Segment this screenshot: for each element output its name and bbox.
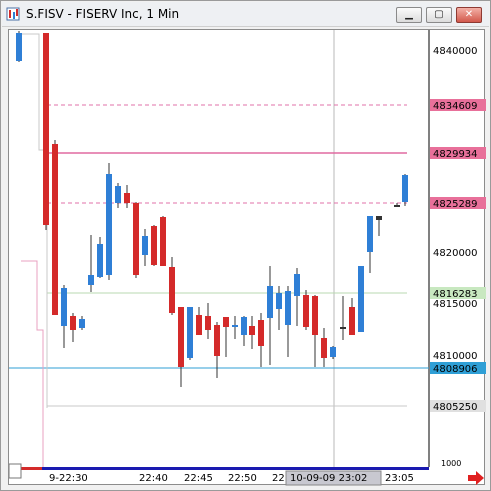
chart-area[interactable]: 4840000 4820000 4815000 4810000 4834609 48299… bbox=[8, 29, 486, 486]
candle-body bbox=[249, 326, 255, 335]
candle-body bbox=[241, 317, 247, 335]
candle-body bbox=[402, 175, 408, 202]
time-label: 9-22:30 bbox=[49, 473, 88, 484]
candle-body bbox=[276, 293, 282, 309]
price-label: 4840000 bbox=[433, 46, 478, 57]
candle-body bbox=[106, 174, 112, 275]
minimize-button[interactable]: ▁ bbox=[396, 7, 422, 23]
volume-scale-label: 1000 bbox=[441, 459, 461, 468]
ma-line-pink bbox=[21, 260, 44, 467]
candle-body bbox=[43, 33, 49, 225]
candle-body bbox=[205, 316, 211, 330]
candle-body bbox=[196, 315, 202, 335]
time-label: 22:50 bbox=[228, 473, 257, 484]
minimize-icon: ▁ bbox=[405, 9, 413, 20]
candle-body bbox=[115, 186, 121, 203]
maximize-icon: ▢ bbox=[434, 9, 444, 20]
maximize-button[interactable]: ▢ bbox=[426, 7, 452, 23]
candle-body bbox=[330, 347, 336, 357]
price-marker bbox=[430, 147, 486, 159]
candle-body bbox=[70, 316, 76, 330]
candle-body bbox=[133, 203, 139, 275]
title-bar[interactable]: S.FISV - FISERV Inc, 1 Min ▁ ▢ ✕ bbox=[2, 2, 489, 27]
price-marker-label: 4805250 bbox=[433, 402, 478, 413]
candle-body bbox=[258, 320, 264, 346]
price-marker-label: 4829934 bbox=[433, 149, 478, 160]
price-marker bbox=[430, 362, 486, 374]
window-title: S.FISV - FISERV Inc, 1 Min bbox=[26, 7, 180, 21]
price-marker-label: 4816283 bbox=[433, 289, 478, 300]
candle-body bbox=[367, 216, 373, 252]
close-button[interactable]: ✕ bbox=[456, 7, 482, 23]
price-marker bbox=[430, 400, 486, 412]
time-label: 22:40 bbox=[139, 473, 168, 484]
price-marker bbox=[430, 99, 486, 111]
scroll-thumb bbox=[9, 463, 22, 479]
candle-body bbox=[285, 291, 291, 325]
candle-body bbox=[376, 216, 382, 220]
candle-body bbox=[61, 288, 67, 326]
price-marker-label: 4808906 bbox=[433, 364, 478, 375]
price-marker bbox=[430, 287, 486, 299]
candle-body bbox=[223, 317, 229, 327]
candle-body bbox=[340, 327, 346, 329]
time-label: 22:45 bbox=[184, 473, 213, 484]
candle-body bbox=[349, 307, 355, 335]
time-axis-bar bbox=[9, 467, 429, 470]
candle-body bbox=[169, 267, 175, 313]
candle-body bbox=[294, 274, 300, 296]
price-marker-label: 4834609 bbox=[433, 101, 478, 112]
candle-body bbox=[142, 236, 148, 255]
price-marker-label: 4825289 bbox=[433, 199, 478, 210]
close-icon: ✕ bbox=[464, 9, 474, 20]
price-label: 4820000 bbox=[433, 248, 478, 259]
candle-body bbox=[124, 193, 130, 203]
candle-body bbox=[394, 205, 400, 207]
candle-body bbox=[151, 226, 157, 265]
price-label: 4815000 bbox=[433, 299, 478, 310]
time-label: 22 bbox=[272, 473, 285, 484]
candle-body bbox=[52, 144, 58, 315]
price-marker bbox=[430, 197, 486, 209]
candle-body bbox=[214, 325, 220, 356]
scroll-right-arrow-icon[interactable] bbox=[467, 470, 485, 486]
price-label: 4810000 bbox=[433, 351, 478, 362]
candle-body bbox=[187, 307, 193, 358]
chart-canvas[interactable]: 4840000 4820000 4815000 4810000 4834609 48299… bbox=[9, 30, 486, 486]
candle-body bbox=[232, 325, 238, 327]
candle-body bbox=[358, 266, 364, 332]
candle-body bbox=[312, 296, 318, 335]
candle-body bbox=[321, 338, 327, 358]
candle-body bbox=[178, 307, 184, 367]
candle-body bbox=[88, 275, 94, 285]
time-label: 23:05 bbox=[385, 473, 414, 484]
candle-body bbox=[97, 244, 103, 277]
time-axis-marker bbox=[9, 467, 42, 470]
candle-body bbox=[303, 295, 309, 327]
candle-body bbox=[16, 33, 22, 61]
candle-body bbox=[160, 217, 166, 266]
cursor-time-tag bbox=[285, 470, 382, 486]
candle-body bbox=[267, 286, 273, 318]
ma-line-grey bbox=[21, 33, 48, 408]
candle-body bbox=[79, 319, 85, 328]
chart-window-icon bbox=[6, 7, 20, 21]
cursor-time-label: 10-09-09 23:02 bbox=[290, 473, 367, 484]
